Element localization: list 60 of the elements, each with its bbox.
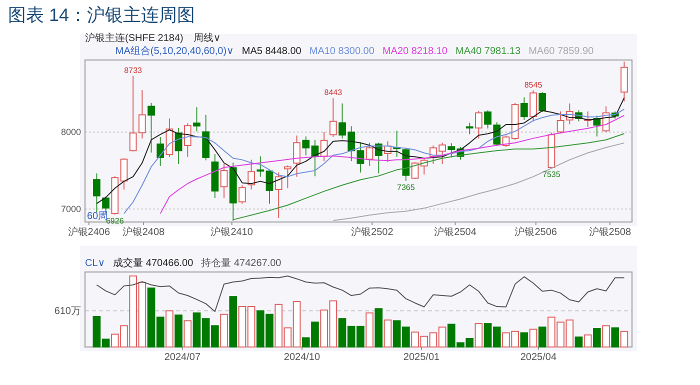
title: 图表 14：沪银主连周图 [8, 5, 196, 25]
x-tick-label: 2025/01 [403, 352, 440, 363]
legend: 持仓量 474267.00 [201, 258, 282, 269]
legend: MA5 8448.00 [242, 46, 302, 57]
candlestick [530, 90, 537, 122]
legend-title: MA组合(5,10,20,40,60,0)∨ [115, 45, 234, 57]
candlestick [184, 122, 192, 158]
x-tick-label: 沪银2408 [122, 226, 166, 238]
annotation: 8733 [124, 66, 142, 75]
candlestick [348, 126, 356, 162]
candlestick [520, 96, 528, 120]
legend: MA10 8300.00 [309, 46, 374, 57]
candlestick [238, 184, 246, 204]
annotation: 7365 [397, 182, 415, 192]
annotation: 8443 [324, 88, 342, 98]
candlestick [366, 142, 374, 166]
candlestick [466, 122, 474, 135]
legend: MA40 7981.13 [456, 46, 521, 57]
candlestick [556, 110, 564, 134]
candlestick [156, 136, 164, 166]
candlestick [274, 172, 282, 218]
x-tick-label: 2024/10 [284, 352, 320, 363]
annotation: 8545 [524, 80, 542, 90]
candlestick [120, 158, 128, 190]
candlestick [129, 75, 137, 152]
ref-line-label: 610万 [54, 306, 81, 317]
x-tick-label: 沪银2504 [434, 226, 477, 238]
candlestick [93, 172, 100, 213]
x-tick-label: 沪银2410 [210, 226, 254, 238]
x-tick-label: 2025/04 [520, 352, 557, 363]
candlestick [256, 156, 264, 178]
candlestick [193, 106, 200, 132]
candlestick [302, 136, 310, 156]
subtitle: 沪银主连(SHFE 2184) 周线∨ [85, 33, 221, 44]
candlestick [484, 110, 492, 129]
legend: MA20 8218.10 [382, 46, 448, 57]
legend: MA60 7859.90 [528, 46, 594, 57]
candlestick [448, 142, 456, 158]
x-tick-label: 沪银2508 [588, 226, 632, 238]
legend-title: CL∨ [85, 258, 106, 269]
candlestick [329, 98, 337, 138]
candlestick [293, 135, 300, 178]
x-tick-label: 沪银2502 [351, 226, 394, 238]
candlestick [284, 164, 292, 189]
x-tick-label: 2024/07 [164, 352, 201, 363]
y-tick-label: 8000 [60, 127, 81, 138]
candlestick [220, 163, 228, 199]
annotation: 6926 [106, 216, 124, 226]
x-tick-label: 沪银2406 [68, 226, 110, 238]
candlestick [248, 159, 255, 190]
candlestick [148, 102, 155, 154]
candlestick [138, 90, 146, 139]
y-tick-label: 7000 [60, 204, 81, 214]
candlestick [356, 142, 364, 174]
x-tick-label: 沪银2506 [514, 226, 558, 238]
candlestick [338, 102, 346, 139]
candlestick [438, 142, 446, 164]
candlestick [475, 110, 482, 139]
annotation: 7535 [542, 170, 560, 179]
legend: 成交量 470466.00 [113, 258, 194, 269]
